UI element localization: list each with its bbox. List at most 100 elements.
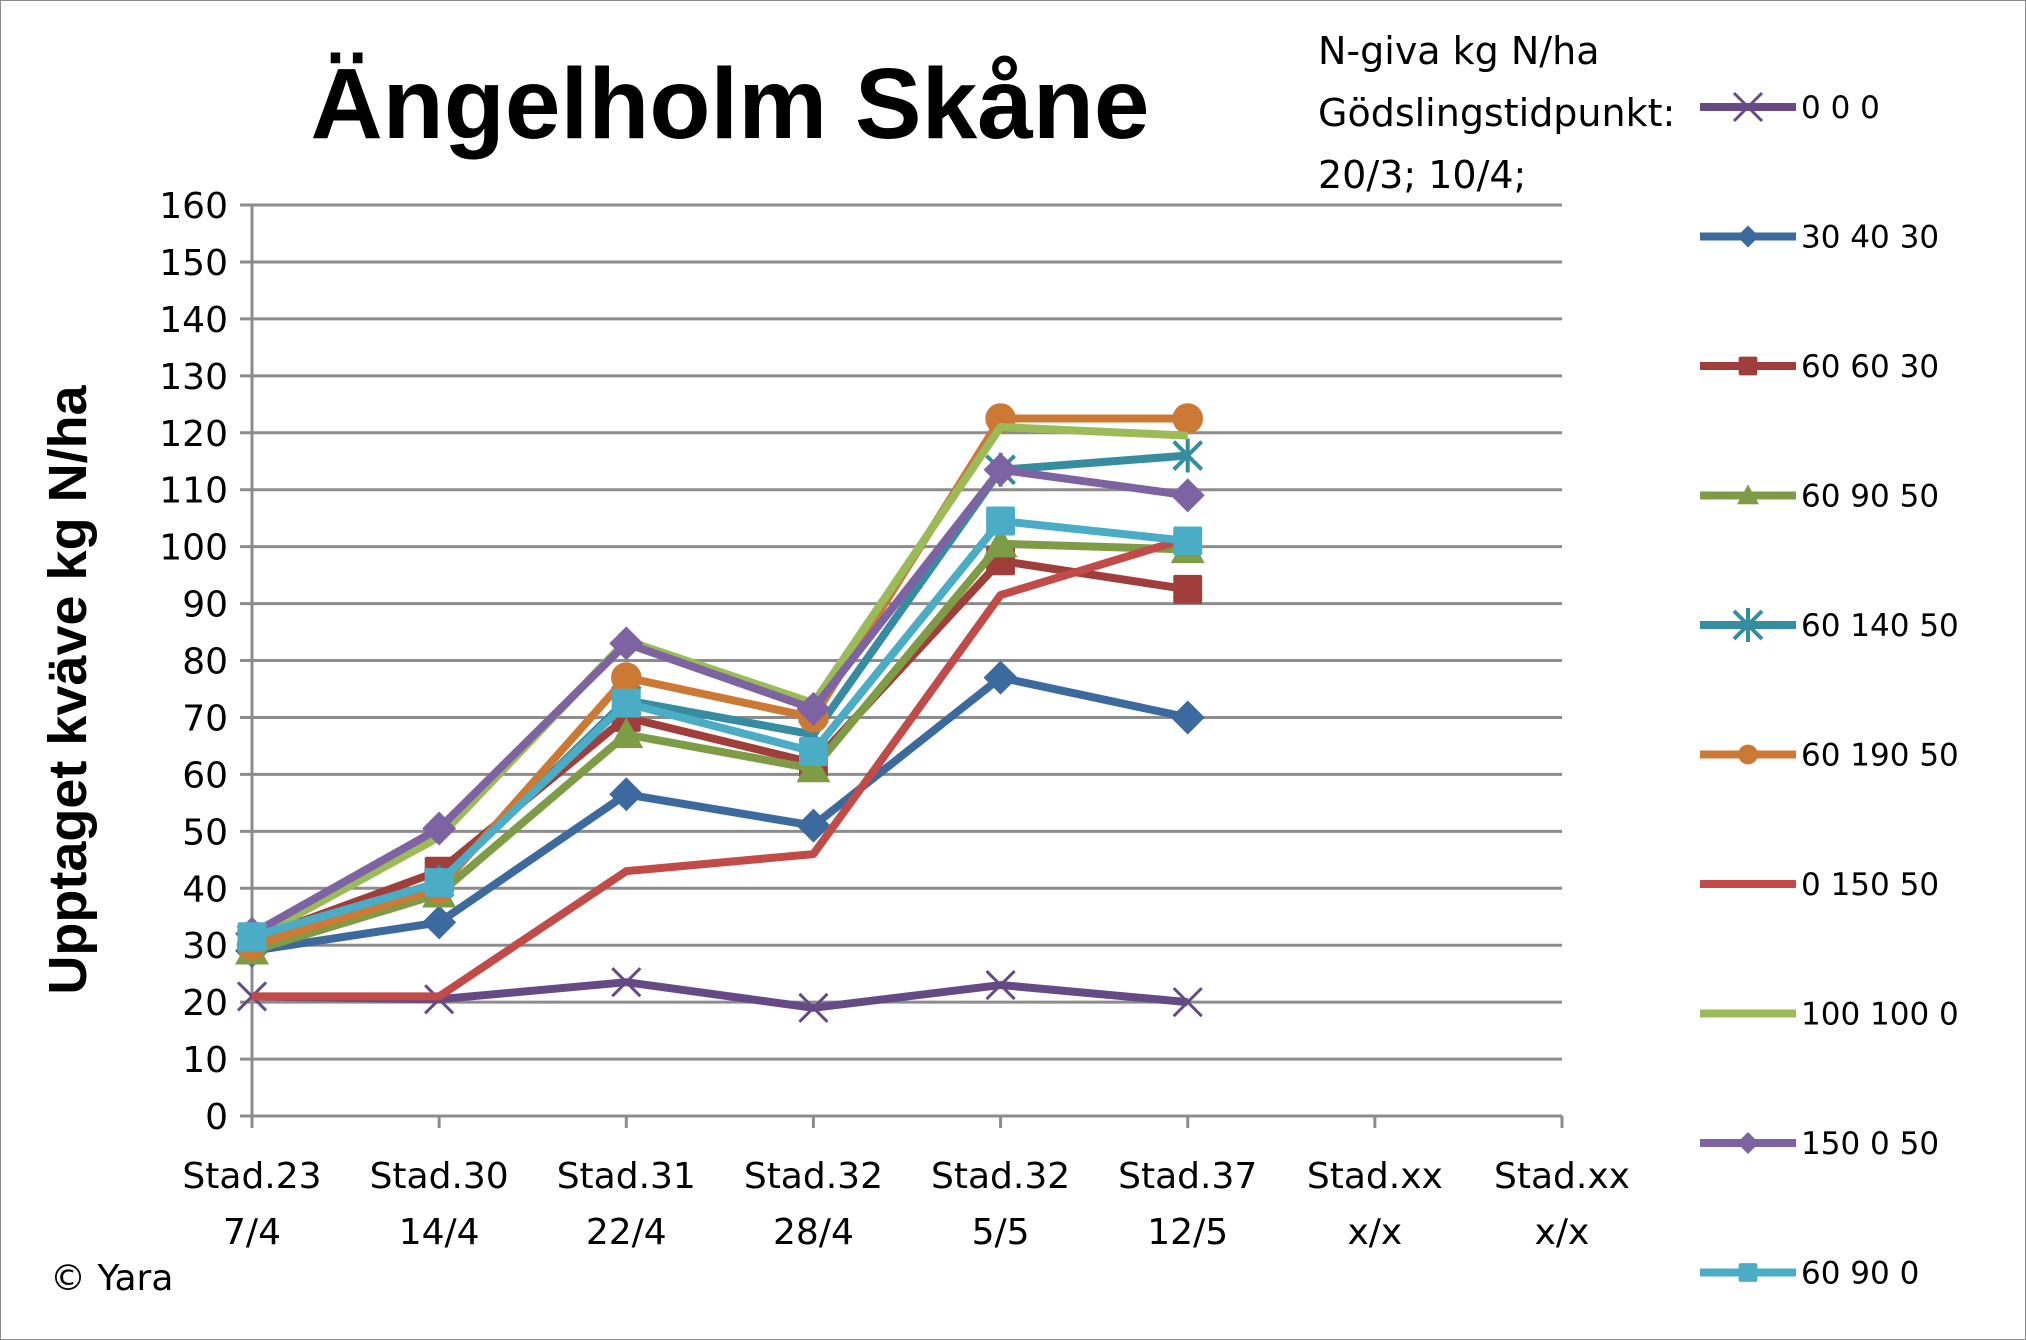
legend-label: 0 0 0	[1801, 90, 1880, 126]
x-tick-label: Stad.32	[931, 1156, 1070, 1197]
circle-marker	[1738, 744, 1758, 765]
y-tick-label: 40	[182, 869, 228, 910]
y-tick-label: 150	[159, 243, 228, 284]
series-line	[250, 423, 1188, 944]
diamond-marker	[422, 905, 457, 940]
square-marker	[1738, 1263, 1758, 1282]
x-tick-label-date: x/x	[1535, 1212, 1590, 1253]
circle-marker	[610, 662, 642, 693]
series-line	[250, 556, 1189, 944]
x-tick-label: Stad.32	[744, 1156, 883, 1197]
y-axis-label: Upptaget kväve kg N/ha	[38, 384, 98, 994]
series-100-100-0	[250, 423, 1188, 944]
legend-item: 60 190 50	[1700, 738, 1959, 774]
star-marker	[1732, 608, 1764, 642]
legend-item: 150 0 50	[1700, 1126, 1939, 1162]
diamond-marker	[983, 452, 1018, 487]
diamond-marker	[983, 660, 1018, 695]
legend-label: 30 40 30	[1801, 220, 1939, 256]
series-line	[250, 465, 1189, 938]
y-tick-label: 50	[182, 812, 228, 853]
series-line	[251, 673, 1189, 955]
triangle-marker	[983, 526, 1018, 558]
y-tick-label: 100	[159, 528, 228, 569]
diamond-marker	[1737, 1132, 1759, 1154]
series-0-150-50	[252, 534, 1189, 1001]
y-tick-label: 160	[159, 186, 228, 227]
x-tick-label: Stad.30	[370, 1156, 509, 1197]
x-tick-label-date: 14/4	[399, 1212, 480, 1253]
legend-item: 60 90 50	[1700, 479, 1939, 515]
x-marker	[798, 992, 829, 1023]
x-marker	[1732, 91, 1764, 123]
legend-item: 60 140 50	[1700, 608, 1959, 644]
y-tick-label: 10	[182, 1040, 228, 1081]
x-tick-label: Stad.31	[557, 1156, 696, 1197]
legend-label: 150 0 50	[1801, 1126, 1939, 1162]
x-marker	[1172, 987, 1203, 1018]
square-marker	[1173, 574, 1203, 604]
triangle-marker	[1737, 484, 1759, 505]
x-tick-label-date: 28/4	[773, 1212, 854, 1253]
y-tick-label: 20	[182, 983, 228, 1024]
diamond-marker	[609, 626, 644, 661]
x-tick-label: Stad.xx	[1307, 1156, 1443, 1197]
legend-label: 100 100 0	[1801, 997, 1959, 1033]
x-tick-label: Stad.37	[1118, 1156, 1257, 1197]
square-marker	[1738, 356, 1758, 376]
y-tick-label: 140	[159, 300, 228, 341]
x-tick-label: Stad.23	[182, 1156, 321, 1197]
triangle-marker	[609, 717, 644, 749]
star-marker	[1172, 438, 1204, 473]
x-tick-label-date: x/x	[1347, 1212, 1402, 1253]
y-tick-label: 0	[205, 1097, 228, 1138]
triangle-marker	[796, 751, 831, 783]
legend-label: 60 90 50	[1801, 479, 1939, 515]
series-60-90-0	[237, 506, 1203, 952]
series-line	[252, 534, 1189, 1001]
diamond-marker	[796, 691, 831, 726]
square-marker	[986, 506, 1016, 536]
legend-item: 60 90 0	[1700, 1256, 1919, 1292]
square-marker	[798, 737, 828, 767]
series-line	[250, 517, 1189, 941]
series-line	[250, 414, 1188, 950]
legend-label: 60 140 50	[1801, 608, 1959, 644]
diamond-marker	[1737, 225, 1759, 248]
diamond-marker	[796, 808, 831, 843]
x-tick-label-date: 7/4	[223, 1212, 281, 1253]
circle-marker	[1172, 403, 1204, 434]
series-line	[250, 539, 1188, 955]
x-tick-label-date: 5/5	[972, 1212, 1030, 1253]
series-30-40-30	[235, 660, 1205, 968]
legend-item: 100 100 0	[1700, 997, 1959, 1033]
y-tick-label: 80	[182, 642, 228, 683]
info-line-1: N-giva kg N/ha	[1318, 29, 1599, 73]
legend-item: 30 40 30	[1700, 220, 1939, 256]
info-line-2: Gödslingstidpunkt:	[1318, 91, 1675, 135]
y-tick-label: 120	[159, 414, 228, 455]
diamond-marker	[609, 777, 644, 812]
x-tick-label: Stad.xx	[1494, 1156, 1630, 1197]
series-60-190-50	[236, 403, 1204, 961]
diamond-marker	[422, 811, 457, 846]
legend-item: 0 0 0	[1700, 90, 1880, 126]
y-tick-label: 90	[182, 585, 228, 626]
y-tick-label: 110	[159, 471, 228, 512]
y-tick-label: 130	[159, 357, 228, 398]
y-tick-label: 70	[182, 698, 228, 739]
x-tick-label-date: 22/4	[586, 1212, 667, 1253]
x-marker	[985, 969, 1016, 1001]
legend-label: 60 60 30	[1801, 349, 1939, 385]
square-marker	[611, 688, 641, 718]
info-line-3: 20/3; 10/4;	[1318, 153, 1526, 197]
square-marker	[237, 922, 267, 952]
square-marker	[424, 868, 454, 898]
chart-title: Ängelholm Skåne	[310, 48, 1149, 160]
legend-label: 60 190 50	[1801, 738, 1959, 774]
copyright: © Yara	[50, 1258, 173, 1299]
y-tick-label: 30	[182, 926, 228, 967]
y-tick-label: 60	[182, 755, 228, 796]
legend-item: 60 60 30	[1700, 349, 1939, 385]
